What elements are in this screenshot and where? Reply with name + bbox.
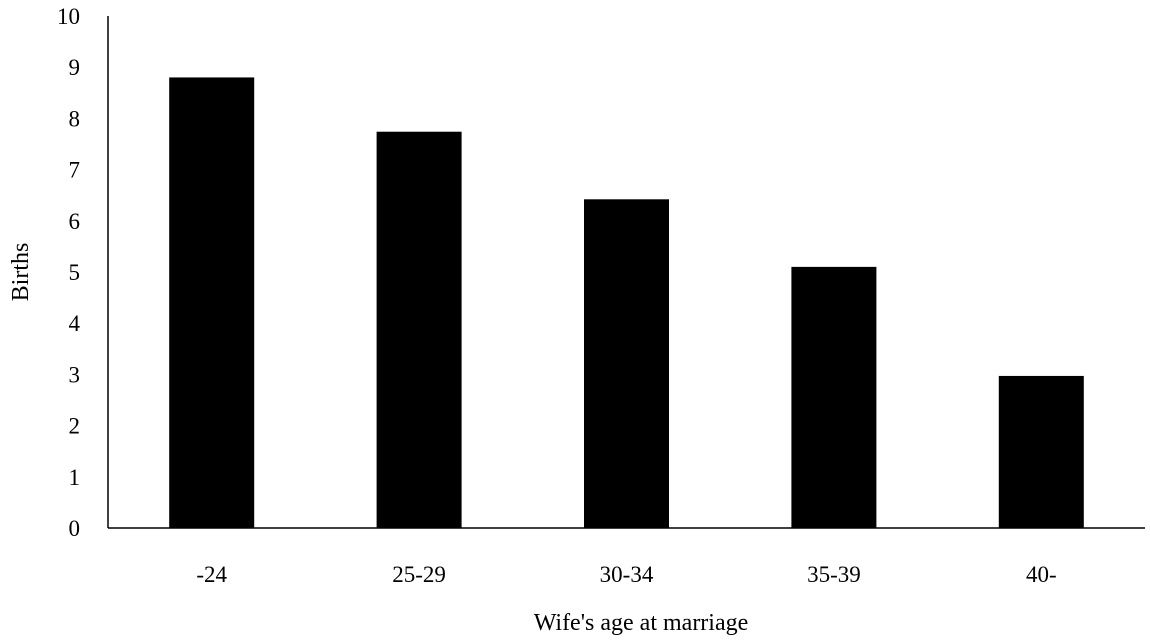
y-tick-label: 3 xyxy=(69,362,81,387)
x-axis-ticks: -24 25-29 30-34 35-39 40- xyxy=(196,562,1056,587)
y-tick-label: 9 xyxy=(69,55,81,80)
bar xyxy=(584,199,669,528)
bar xyxy=(998,375,1084,528)
y-tick-label: 1 xyxy=(69,465,81,490)
y-tick-label: 8 xyxy=(69,106,81,131)
bars xyxy=(169,77,1084,528)
y-tick-label: 0 xyxy=(69,516,81,541)
x-tick-label: 25-29 xyxy=(392,562,446,587)
y-tick-label: 4 xyxy=(69,311,81,336)
x-tick-label: 40- xyxy=(1026,562,1057,587)
x-tick-label: 30-34 xyxy=(600,562,654,587)
x-axis-title: Wife's age at marriage xyxy=(534,610,749,636)
y-tick-label: 5 xyxy=(69,260,81,285)
y-tick-label: 2 xyxy=(69,414,81,439)
bar xyxy=(791,266,877,528)
y-tick-label: 10 xyxy=(57,4,80,29)
y-tick-label: 7 xyxy=(69,158,81,183)
y-tick-label: 6 xyxy=(69,209,81,234)
bar xyxy=(169,77,255,528)
x-tick-label: 35-39 xyxy=(807,562,861,587)
x-tick-label: -24 xyxy=(196,562,227,587)
y-axis-title: Births xyxy=(8,243,34,302)
bar xyxy=(376,131,462,528)
y-axis-ticks: 0 1 2 3 4 5 6 7 8 9 10 xyxy=(57,4,81,541)
